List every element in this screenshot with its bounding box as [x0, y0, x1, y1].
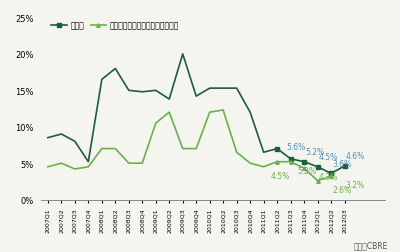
既存物件空室率（竞工１年以上） [126, 162, 131, 165]
Line: 空室率: 空室率 [46, 53, 346, 175]
既存物件空室率（竞工１年以上） [248, 162, 252, 165]
既存物件空室率（竞工１年以上） [180, 147, 185, 150]
Text: 4.5%: 4.5% [270, 171, 290, 180]
既存物件空室率（竞工１年以上） [113, 147, 118, 150]
既存物件空室率（竞工１年以上） [275, 161, 280, 164]
空室率 [140, 91, 145, 94]
既存物件空室率（竞工１年以上） [194, 147, 199, 150]
既存物件空室率（竞工１年以上） [153, 122, 158, 125]
Text: 5.2%: 5.2% [297, 166, 316, 175]
Text: 3.2%: 3.2% [346, 181, 365, 190]
空室率 [100, 79, 104, 82]
Line: 既存物件空室率（竞工１年以上）: 既存物件空室率（竞工１年以上） [46, 109, 333, 183]
Text: 2.6%: 2.6% [332, 185, 352, 194]
既存物件空室率（竞工１年以上） [221, 109, 226, 112]
空室率 [72, 140, 77, 143]
空室率 [329, 172, 334, 175]
空室率 [207, 87, 212, 90]
空室率 [275, 147, 280, 150]
空室率 [302, 161, 306, 164]
Text: 5.2%: 5.2% [306, 147, 324, 156]
空室率 [194, 95, 199, 98]
空室率 [180, 53, 185, 56]
空室率 [113, 68, 118, 71]
既存物件空室率（竞工１年以上） [86, 166, 91, 169]
既存物件空室率（竞工１年以上） [167, 111, 172, 114]
既存物件空室率（竞工１年以上） [140, 162, 145, 165]
Text: 3.6%: 3.6% [332, 159, 352, 168]
空室率 [288, 158, 293, 161]
既存物件空室率（竞工１年以上） [302, 167, 306, 170]
既存物件空室率（竞工１年以上） [288, 161, 293, 164]
既存物件空室率（竞工１年以上） [72, 168, 77, 171]
空室率 [59, 133, 64, 136]
Text: 5.6%: 5.6% [286, 143, 306, 152]
空室率 [261, 151, 266, 154]
既存物件空室率（竞工１年以上） [46, 166, 50, 169]
空室率 [46, 137, 50, 140]
Text: 出所：CBRE: 出所：CBRE [354, 240, 388, 249]
空室率 [221, 87, 226, 90]
空室率 [153, 89, 158, 92]
既存物件空室率（竞工１年以上） [234, 151, 239, 154]
空室率 [342, 165, 347, 168]
Text: 4.5%: 4.5% [319, 152, 338, 161]
Legend: 空室率, 既存物件空室率（竞工１年以上）: 空室率, 既存物件空室率（竞工１年以上） [48, 19, 182, 34]
既存物件空室率（竞工１年以上） [261, 166, 266, 169]
既存物件空室率（竞工１年以上） [329, 175, 334, 178]
Text: 4.3%: 4.3% [319, 173, 338, 182]
既存物件空室率（竞工１年以上） [59, 162, 64, 165]
Text: 4.6%: 4.6% [346, 152, 365, 161]
空室率 [167, 98, 172, 101]
既存物件空室率（竞工１年以上） [315, 179, 320, 182]
空室率 [248, 111, 252, 114]
空室率 [234, 87, 239, 90]
既存物件空室率（竞工１年以上） [207, 111, 212, 114]
既存物件空室率（竞工１年以上） [100, 147, 104, 150]
空室率 [86, 161, 91, 164]
空室率 [315, 166, 320, 169]
空室率 [126, 89, 131, 92]
